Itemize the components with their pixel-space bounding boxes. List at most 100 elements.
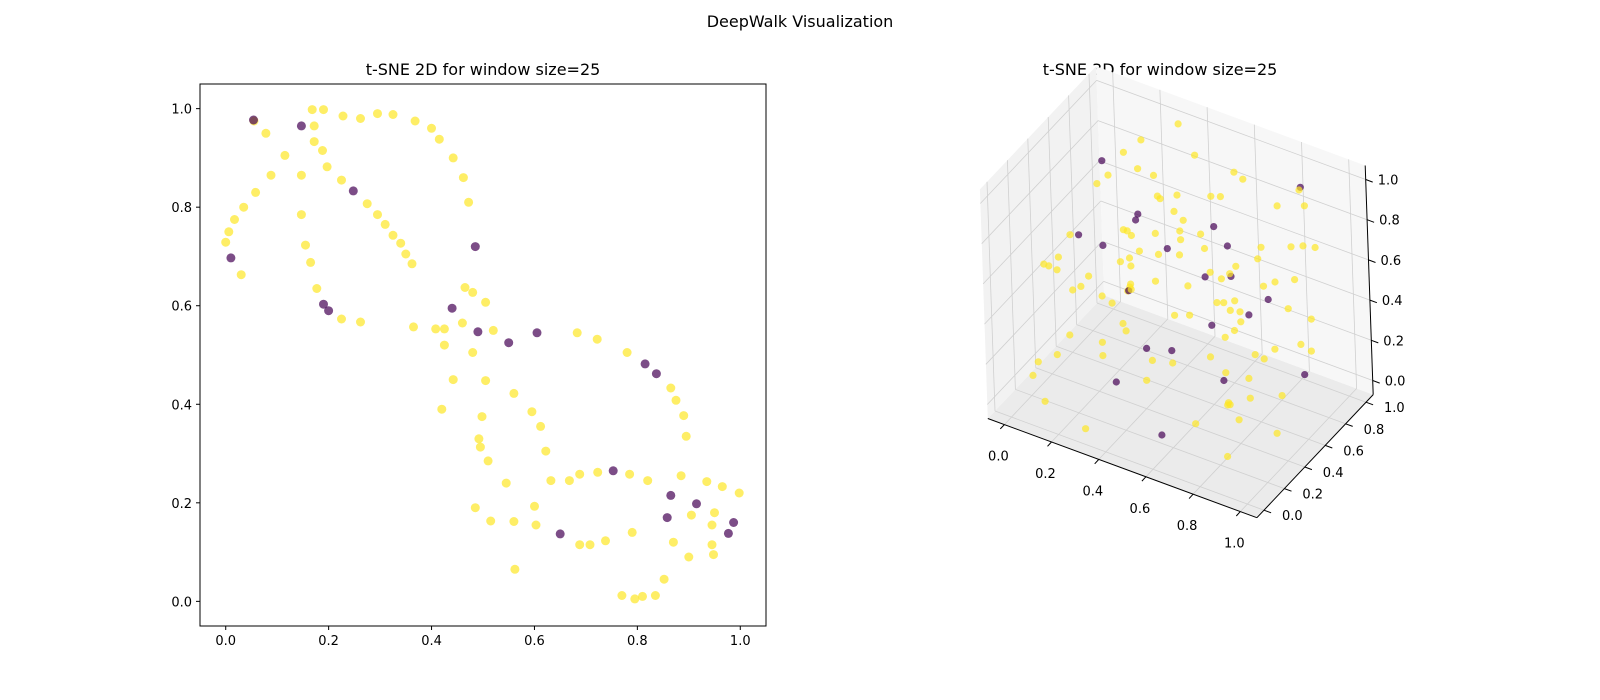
scatter-point [1125, 254, 1134, 262]
grid-line [1348, 159, 1357, 389]
z-tick-mark [1366, 219, 1375, 223]
scatter-point [1260, 355, 1268, 363]
tsne-2d-title: t-SNE 2D for window size=25 [366, 60, 601, 79]
scatter-point [707, 540, 717, 550]
scatter-point [468, 287, 478, 297]
tsne-3d-points [1029, 120, 1319, 461]
scatter-point [532, 328, 542, 338]
scatter-point [477, 412, 487, 422]
scatter-point [318, 146, 327, 155]
scatter-point [356, 317, 365, 327]
z-tick-label: 0.4 [1382, 294, 1403, 309]
scatter-point [296, 210, 306, 220]
scatter-point [651, 369, 661, 379]
scatter-point [230, 215, 239, 224]
scatter-point [1075, 231, 1083, 239]
scatter-point [1186, 311, 1194, 319]
y-axis-line [1256, 394, 1374, 519]
scatter-point [1169, 359, 1177, 367]
scatter-point [1127, 262, 1135, 270]
scatter-point [1127, 280, 1135, 288]
scatter-point [575, 469, 585, 479]
scatter-point [407, 259, 417, 269]
scatter-point [1264, 295, 1272, 304]
scatter-point [1311, 243, 1319, 252]
scatter-point [555, 529, 565, 539]
scatter-point [266, 170, 276, 180]
grid-line [1051, 318, 1169, 443]
scatter-point [1231, 297, 1239, 305]
scatter-point [1230, 326, 1239, 335]
scatter-point [1171, 311, 1179, 319]
scatter-point [373, 210, 382, 220]
grid-line [1007, 160, 1016, 390]
z-tick-label: 0.0 [1385, 375, 1406, 390]
scatter-point [1301, 371, 1309, 379]
z-tick-mark [1365, 179, 1373, 183]
scatter-point [650, 591, 660, 600]
y-tick-label: 1.0 [171, 103, 192, 118]
scatter-point [679, 411, 689, 421]
figure-suptitle: DeepWalk Visualization [707, 12, 894, 31]
grid-line [1099, 160, 1369, 261]
scatter-point [531, 520, 541, 530]
scatter-point [1300, 202, 1308, 210]
scatter-point [676, 471, 686, 481]
scatter-point [546, 476, 556, 486]
x-tick-mark [1141, 476, 1147, 482]
scatter-point [536, 421, 546, 431]
scatter-point [486, 516, 496, 526]
scatter-point [1098, 292, 1106, 300]
z-tick-label: 0.6 [1381, 254, 1402, 269]
scatter-point [1077, 282, 1085, 290]
scatter-point [1127, 231, 1135, 240]
z-axis-line [1364, 165, 1374, 395]
z-tick-mark [1368, 259, 1376, 263]
scatter-point [401, 249, 411, 259]
scatter-point [301, 240, 310, 250]
scatter-point [1173, 191, 1181, 199]
scatter-point [1040, 260, 1048, 268]
scatter-point [1245, 311, 1253, 319]
scatter-point [601, 536, 610, 546]
scatter-point [280, 150, 290, 160]
scatter-point [1273, 202, 1281, 210]
grid-line [1056, 345, 1326, 446]
scatter-point [1220, 299, 1228, 307]
scatter-point [1135, 247, 1143, 255]
grid-line [1240, 388, 1357, 512]
tsne-2d-axes-frame [199, 83, 767, 627]
y-tick-label: 0.8 [1364, 423, 1385, 438]
scatter-point [668, 537, 678, 547]
scatter-point [307, 105, 317, 115]
y-tick-label: 0.2 [1302, 488, 1323, 503]
tsne-2d-subplot: t-SNE 2D for window size=25 0.0 0.2 0.4 0.6… [171, 60, 767, 649]
scatter-point [1271, 345, 1279, 353]
scatter-point [1177, 236, 1185, 244]
tsne-2d-points [221, 105, 744, 604]
scatter-point [1207, 192, 1215, 200]
grid-line [1096, 80, 1366, 180]
grid-line [981, 120, 1099, 244]
scatter-point [1201, 273, 1209, 281]
grid-line [982, 160, 1100, 285]
scatter-point [470, 242, 480, 252]
z-tick-mark [1369, 299, 1378, 304]
scatter-point [1029, 371, 1037, 379]
scatter-point [362, 199, 372, 209]
scatter-point [530, 501, 539, 511]
scatter-point [1093, 180, 1101, 188]
scatter-point [1119, 319, 1127, 328]
scatter-point [1116, 258, 1124, 266]
grid-line [1301, 141, 1310, 372]
scatter-point [1226, 306, 1234, 314]
scatter-point [564, 476, 574, 486]
scatter-point [312, 284, 322, 293]
grid-line [1068, 95, 1077, 325]
scatter-point [1176, 227, 1184, 235]
x-tick-label: 0.4 [1082, 484, 1103, 499]
y-tick-label: 0.6 [1343, 444, 1364, 459]
scatter-point [1278, 392, 1286, 400]
scatter-point [319, 299, 328, 309]
scatter-point [630, 594, 640, 604]
